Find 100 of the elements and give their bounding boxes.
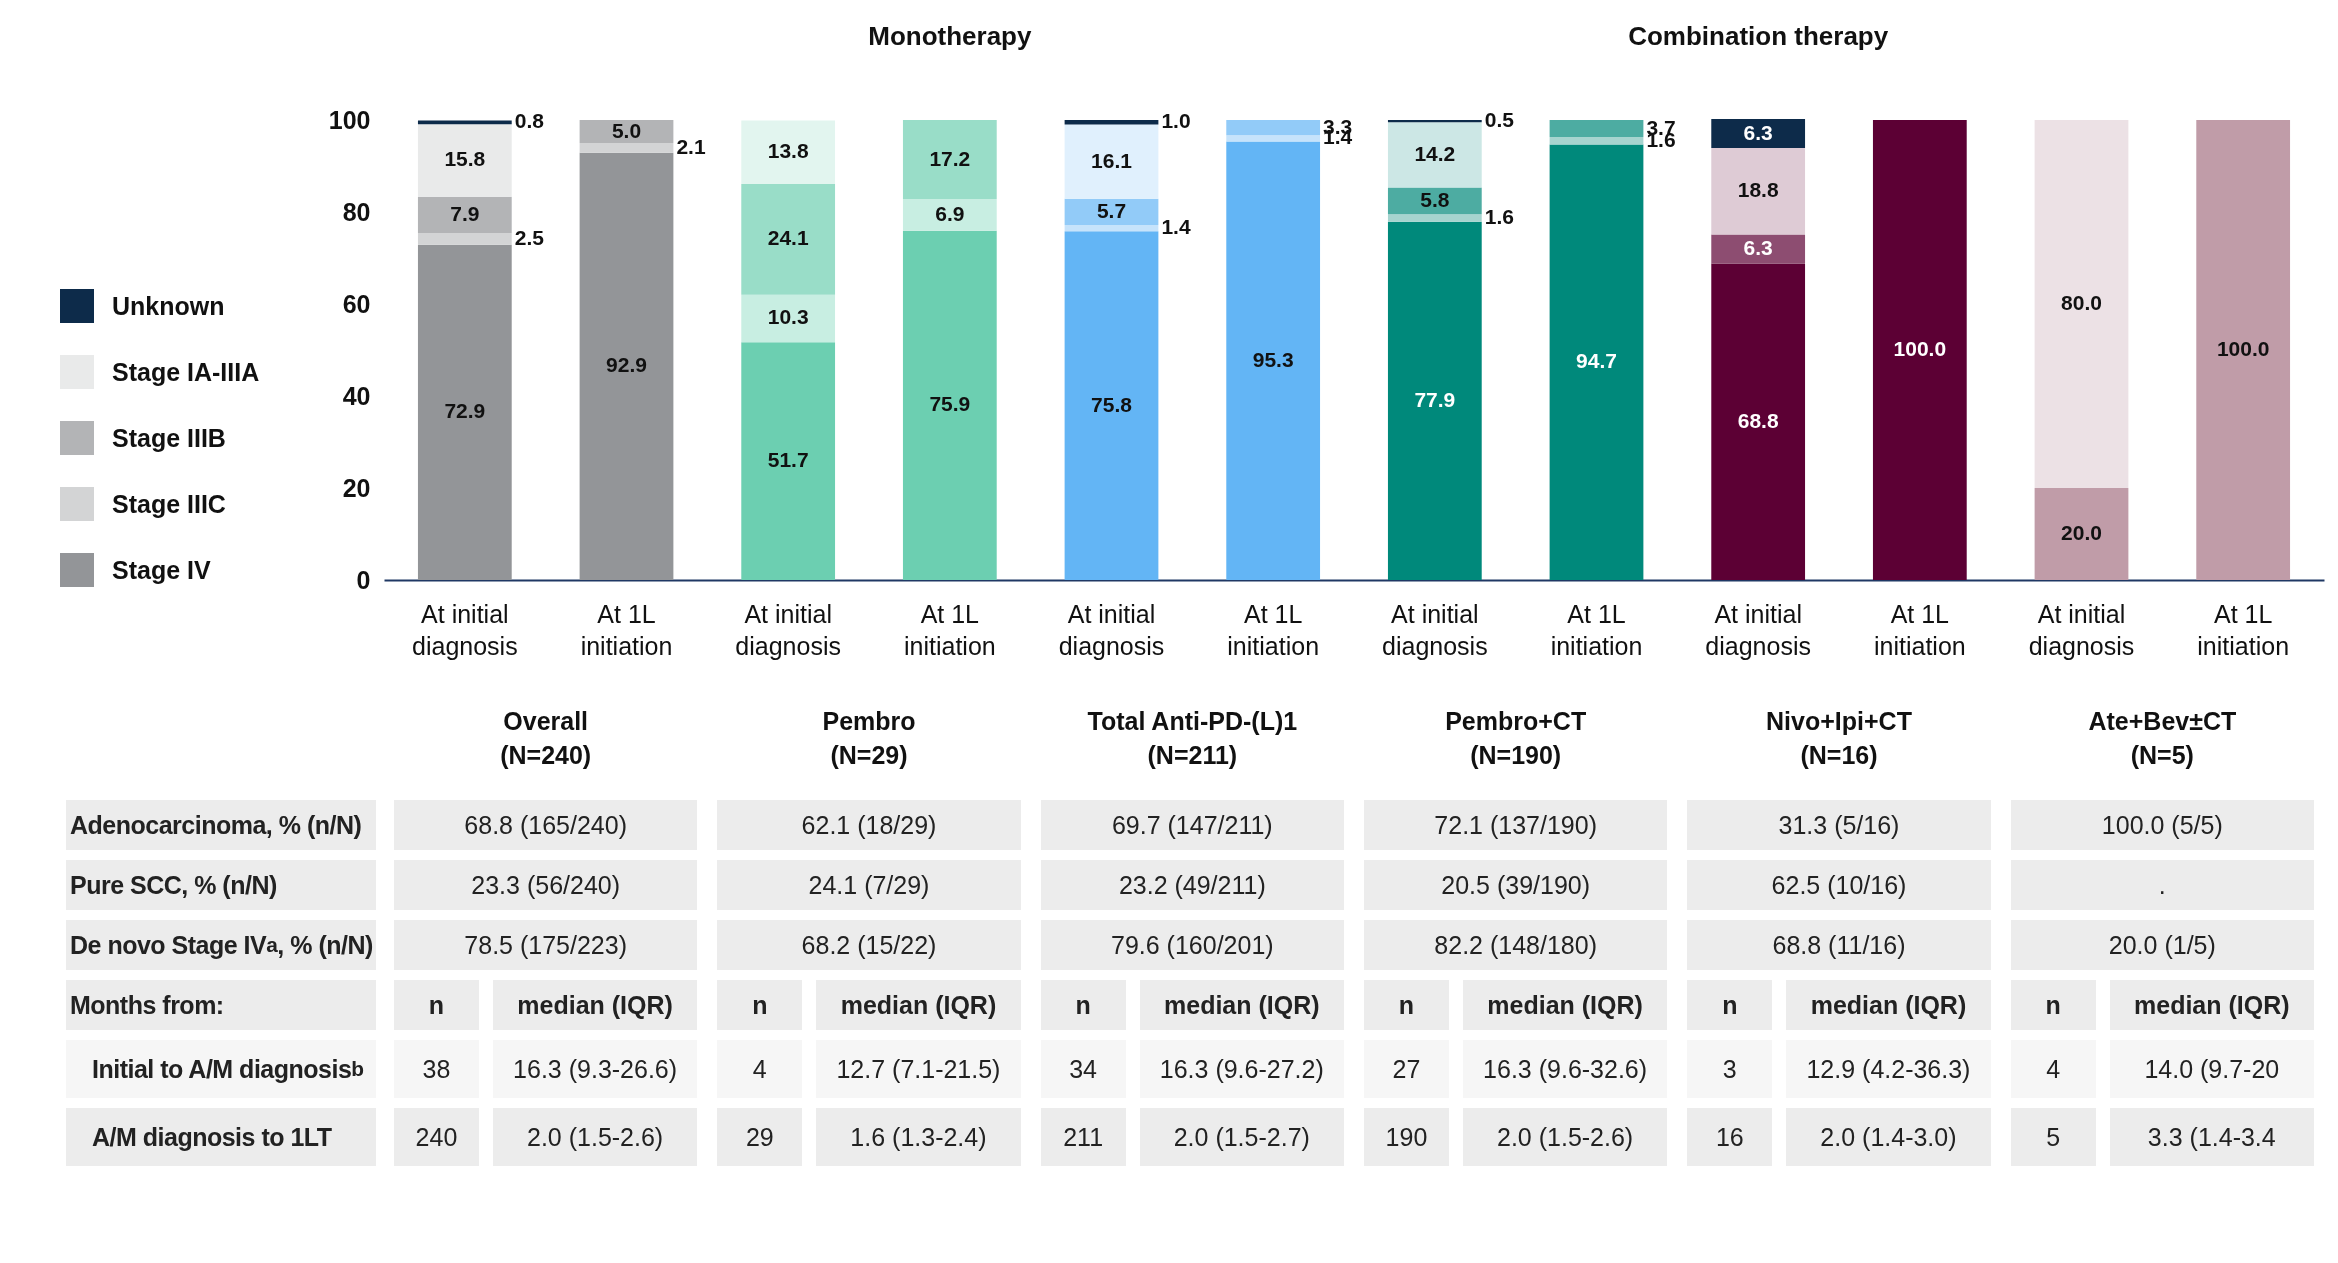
text: 20.5 (39/190)	[1364, 860, 1668, 910]
text: 69.7 (147/211)	[1040, 800, 1344, 850]
text: Pembro+CT (N=190)	[1445, 707, 1587, 769]
bar	[1549, 137, 1644, 145]
text: 4	[2010, 1040, 2096, 1098]
bar	[417, 196, 512, 234]
bar	[1226, 141, 1321, 580]
text: Nivo+Ipi+CT (N=16)	[1766, 707, 1912, 769]
data-label: 13.8	[767, 139, 809, 163]
data-label: 75.8	[1091, 392, 1133, 416]
data-label: 1.6	[1484, 204, 1514, 228]
text: 16.3 (9.6-32.6)	[1462, 1040, 1668, 1098]
bar	[741, 183, 836, 295]
bar	[579, 143, 674, 153]
x-tick-label: At initial diagnosis	[1382, 599, 1488, 660]
data-label: 0.8	[514, 109, 545, 133]
x-tick-label: At initial diagnosis	[1705, 599, 1811, 660]
text: 100.0 (5/5)	[2010, 800, 2314, 850]
text: n	[2010, 980, 2096, 1030]
bar	[417, 124, 512, 197]
data-label: 5.7	[1096, 198, 1127, 222]
bar	[417, 244, 512, 580]
data-label: 75.9	[929, 392, 971, 416]
data-label: 100.0	[1893, 337, 1947, 360]
data-label: 5.0	[611, 118, 642, 142]
data-label: 20.0	[2061, 521, 2102, 544]
text: 72.1 (137/190)	[1364, 800, 1668, 850]
legend-label: Stage IIIC	[112, 489, 226, 519]
bar	[1226, 120, 1321, 136]
y-tick-label: 20	[342, 473, 371, 502]
text: 16	[1687, 1108, 1773, 1166]
data-label: 2.5	[514, 225, 545, 249]
text: 14.0 (9.7-20	[2109, 1040, 2314, 1098]
data-label: 15.8	[444, 147, 486, 171]
x-tick-label: At 1L initiation	[1227, 599, 1320, 660]
data-label: 92.9	[606, 353, 647, 377]
y-tick-label: 40	[342, 381, 371, 410]
data-label: 17.2	[929, 146, 971, 170]
text: .	[2010, 860, 2314, 910]
text: Months from:	[66, 980, 376, 1030]
bar	[579, 152, 674, 580]
bar	[1711, 234, 1806, 264]
text: Monotherapy	[868, 21, 1032, 51]
text: 29	[717, 1108, 803, 1166]
data-label: 94.7	[1576, 349, 1617, 373]
bar	[2196, 120, 2291, 580]
legend-label: Stage IV	[112, 555, 211, 585]
x-tick-label: At initial diagnosis	[2028, 599, 2135, 660]
bar	[1711, 119, 1806, 149]
bar	[902, 230, 997, 580]
text: 62.5 (10/16)	[1687, 860, 1991, 910]
y-tick-label: 60	[342, 289, 371, 318]
bar	[417, 233, 512, 245]
text: 78.5 (175/223)	[394, 920, 698, 970]
y-tick-label: 100	[328, 105, 371, 134]
text: Ate+Bev±CT (N=5)	[2088, 707, 2237, 769]
text: 1.6 (1.3-2.4)	[816, 1108, 1021, 1166]
data-label: 100.0	[2216, 337, 2270, 360]
text: 2.0 (1.5-2.6)	[492, 1108, 698, 1166]
x-tick-label: At 1L initiation	[580, 599, 673, 660]
x-tick-label: At 1L initiation	[1550, 599, 1643, 660]
bar	[902, 120, 997, 200]
bar	[1711, 263, 1806, 580]
bar	[417, 120, 512, 125]
data-label: 77.9	[1414, 387, 1456, 411]
x-tick-label: At initial diagnosis	[412, 599, 518, 660]
bar	[1064, 120, 1159, 125]
bar	[902, 199, 997, 231]
text: Total Anti-PD-(L)1 (N=211)	[1087, 707, 1298, 769]
text: 23.2 (49/211)	[1040, 860, 1344, 910]
text: 16.3 (9.3-26.6)	[492, 1040, 698, 1098]
legend-label: Stage IA-IIIA	[112, 357, 260, 387]
x-tick-label: At 1L initiation	[903, 599, 996, 660]
data-label: 16.1	[1091, 148, 1133, 172]
x-tick-label: At initial diagnosis	[735, 599, 841, 660]
data-label: 51.7	[767, 448, 809, 472]
data-label: 6.3	[1743, 236, 1773, 260]
text: 38	[394, 1040, 479, 1098]
text: 68.8 (11/16)	[1687, 920, 1991, 970]
text: 190	[1364, 1108, 1449, 1166]
text: n	[394, 980, 479, 1030]
text: 240	[394, 1108, 479, 1166]
bar	[1387, 122, 1482, 188]
text: 68.2 (15/22)	[717, 920, 1021, 970]
text: median (IQR)	[1786, 980, 1991, 1030]
text: median (IQR)	[492, 980, 698, 1030]
text: 82.2 (148/180)	[1364, 920, 1668, 970]
bar	[741, 294, 836, 343]
text: Pembro (N=29)	[822, 707, 916, 769]
data-label: 1.4	[1161, 215, 1191, 239]
text: Overall (N=240)	[500, 707, 592, 769]
text: 62.1 (18/29)	[717, 800, 1021, 850]
legend-label: Unknown	[112, 291, 225, 321]
bar	[1064, 231, 1159, 580]
bar	[1549, 120, 1644, 138]
text: Pure SCC, % (n/N)	[66, 860, 376, 910]
bar	[741, 342, 836, 580]
bar	[1711, 148, 1806, 235]
text: 20.0 (1/5)	[2010, 920, 2314, 970]
bar	[1549, 144, 1644, 580]
